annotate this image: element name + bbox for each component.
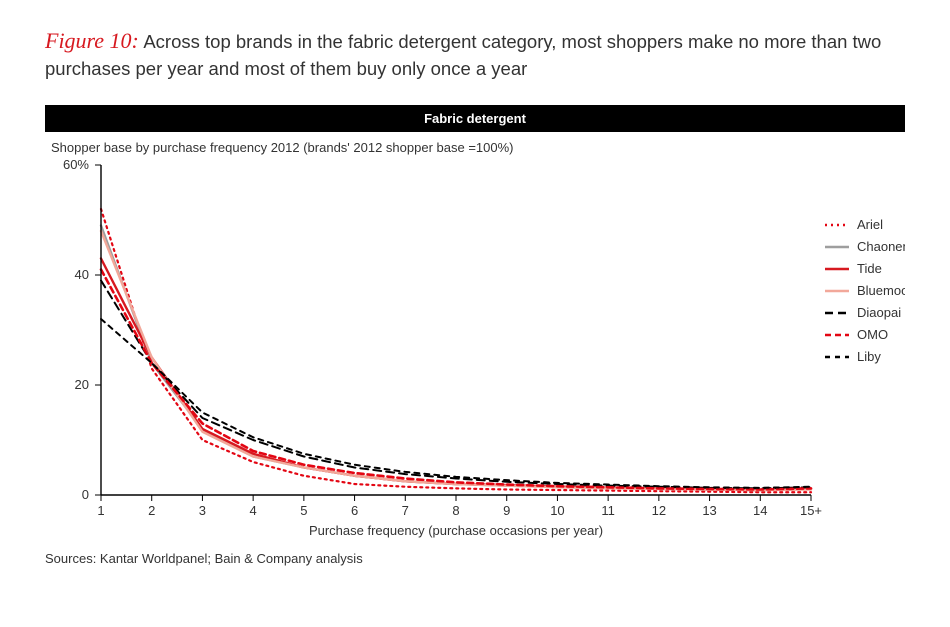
x-tick-label: 14 [753,503,767,518]
x-axis-label: Purchase frequency (purchase occasions p… [309,523,603,538]
series-line [101,231,811,490]
x-tick-label: 10 [550,503,564,518]
chart-bar-title: Fabric detergent [45,105,905,132]
x-tick-label: 2 [148,503,155,518]
y-tick-label: 0 [82,487,89,502]
x-tick-label: 3 [199,503,206,518]
chart-container: Fabric detergent Shopper base by purchas… [45,105,905,545]
x-tick-label: 15+ [800,503,822,518]
series-line [101,258,811,490]
x-tick-label: 4 [250,503,257,518]
x-tick-label: 12 [652,503,666,518]
series-line [101,269,811,489]
x-tick-label: 11 [601,503,615,518]
x-tick-label: 13 [702,503,716,518]
y-tick-label: 60% [63,157,89,172]
legend-label: Bluemoon [857,283,905,298]
line-chart: 0204060%123456789101112131415+Purchase f… [45,155,905,545]
x-tick-label: 6 [351,503,358,518]
series-line [101,280,811,488]
figure-header: Figure 10: Across top brands in the fabr… [0,0,950,83]
y-tick-label: 20 [75,377,89,392]
figure-caption: Across top brands in the fabric detergen… [45,31,881,79]
series-line [101,225,811,490]
series-line [101,209,811,492]
legend-label: OMO [857,327,888,342]
x-tick-label: 7 [402,503,409,518]
legend-label: Diaopai [857,305,901,320]
y-tick-label: 40 [75,267,89,282]
legend-label: Liby [857,349,881,364]
x-tick-label: 8 [452,503,459,518]
chart-subtitle: Shopper base by purchase frequency 2012 … [51,140,905,155]
x-tick-label: 9 [503,503,510,518]
x-tick-label: 5 [300,503,307,518]
x-tick-label: 1 [97,503,104,518]
legend-label: Ariel [857,217,883,232]
legend-label: Chaoneng [857,239,905,254]
series-line [101,319,811,488]
legend-label: Tide [857,261,882,276]
figure-label: Figure 10: [45,28,139,53]
sources-note: Sources: Kantar Worldpanel; Bain & Compa… [45,551,950,566]
